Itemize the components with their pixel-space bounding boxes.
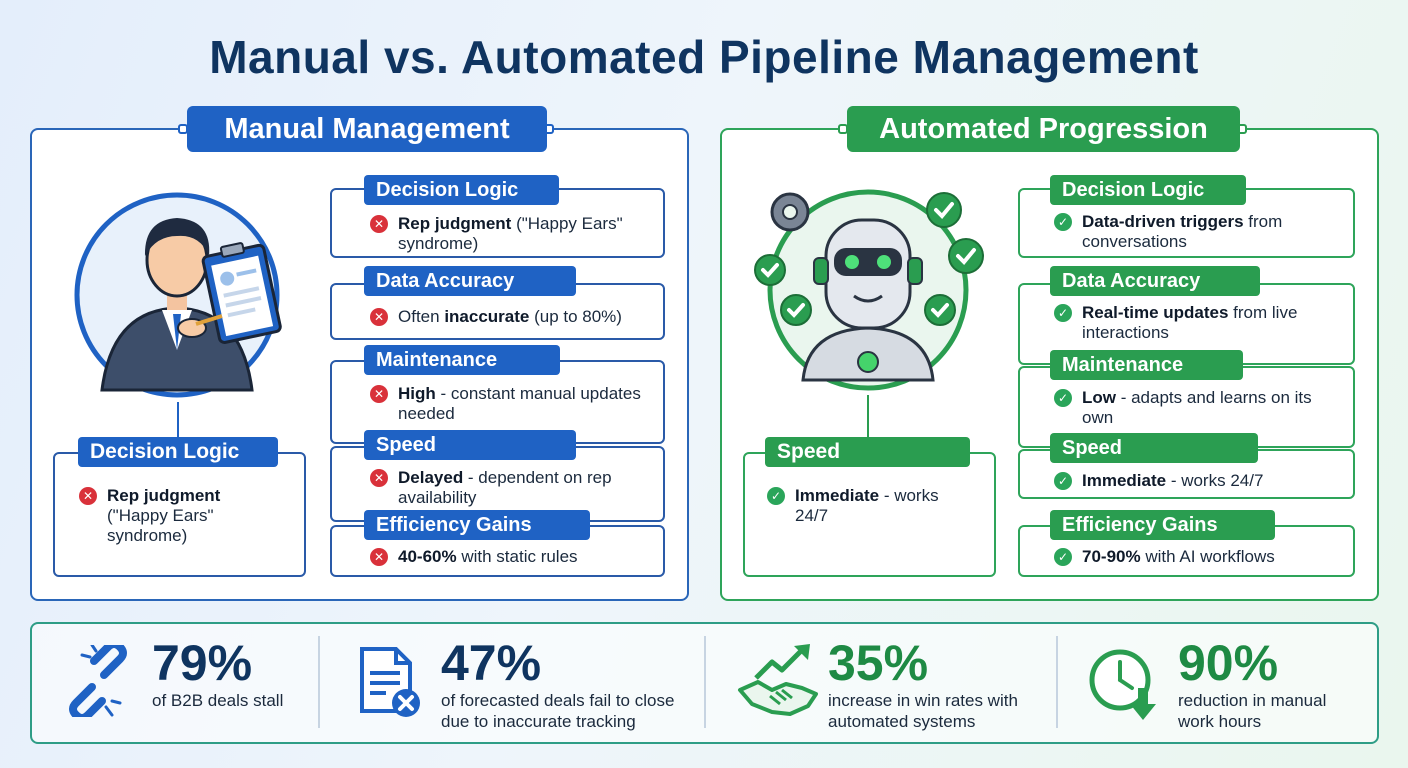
criteria-card: ✕ Often inaccurate (up to 80%) (330, 283, 665, 340)
criteria-bold: 70-90% (1082, 547, 1141, 566)
criteria-label: Data Accuracy (364, 266, 576, 296)
criteria-detail: (up to 80%) (529, 307, 622, 326)
connector-line (867, 395, 869, 437)
connector-line (177, 402, 179, 438)
criteria-text: Data-driven triggers from conversations (1082, 212, 1343, 252)
criteria-text: Often inaccurate (up to 80%) (398, 307, 622, 327)
criteria-detail: with static rules (456, 547, 578, 566)
criteria-label: Speed (364, 430, 576, 460)
page-title: Manual vs. Automated Pipeline Management (209, 31, 1199, 83)
criteria-label: Efficiency Gains (1050, 510, 1275, 540)
criteria-label: Speed (1050, 433, 1258, 463)
x-icon: ✕ (370, 385, 388, 403)
stat-value: 47% (441, 635, 542, 691)
stat-value: 90% (1178, 635, 1279, 691)
callout-bold: Immediate (795, 486, 880, 505)
stat-text: of forecasted deals fail to close (441, 691, 675, 710)
criteria-text: Immediate - works 24/7 (1082, 471, 1263, 491)
criteria-bold: 40-60% (398, 547, 457, 566)
automated-header: Automated Progression (847, 106, 1240, 152)
clock-down-icon (1086, 644, 1164, 727)
x-icon: ✕ (370, 548, 388, 566)
criteria-bold: Low (1082, 388, 1116, 407)
criteria-bold: Real-time updates (1082, 303, 1229, 322)
automated-callout-card: ✓ Immediate - works 24/7 (743, 452, 996, 577)
criteria-detail: - constant manual updates needed (398, 384, 641, 423)
criteria-detail: from conversations (1082, 212, 1283, 251)
criteria-bold: Delayed (398, 468, 464, 487)
criteria-text: 40-60% with static rules (398, 547, 578, 567)
criteria-text: Rep judgment ("Happy Ears" syndrome) (398, 214, 653, 254)
criteria-label: Decision Logic (1050, 175, 1246, 205)
manual-header: Manual Management (187, 106, 547, 152)
criteria-detail: from live interactions (1082, 303, 1298, 342)
manual-callout-label: Decision Logic (78, 437, 278, 467)
callout-text: - works 24/7 (795, 486, 939, 525)
criteria-card: ✓ Data-driven triggers from conversations (1018, 188, 1355, 258)
criteria-bold: Data-driven triggers (1082, 212, 1244, 231)
check-icon: ✓ (1054, 304, 1072, 322)
criteria-text: 70-90% with AI workflows (1082, 547, 1275, 567)
divider (1056, 636, 1058, 728)
stat-text: increase in win rates with (828, 691, 1018, 710)
divider (318, 636, 320, 728)
criteria-bold: inaccurate (444, 307, 530, 326)
callout-bold: Rep judgment (107, 486, 221, 505)
x-icon: ✕ (370, 469, 388, 487)
criteria-text: Real-time updates from live interactions (1082, 303, 1343, 343)
manual-callout-card: ✕ Rep judgment ("Happy Ears" syndrome) (53, 452, 306, 577)
check-icon: ✓ (1054, 548, 1072, 566)
criteria-text: High - constant manual updates needed (398, 384, 653, 424)
criteria-bold: High (398, 384, 436, 403)
criteria-text: Delayed - dependent on rep availability (398, 468, 653, 508)
criteria-text: Low - adapts and learns on its own (1082, 388, 1343, 428)
robot-illustration (748, 180, 988, 395)
stat-text: reduction in manual (1178, 691, 1327, 710)
handshake-growth-icon (736, 640, 820, 729)
automated-callout-label: Speed (765, 437, 970, 467)
criteria-bold: Immediate (1082, 471, 1167, 490)
x-icon: ✕ (370, 215, 388, 233)
stat-value: 35% (828, 635, 929, 691)
criteria-detail: ("Happy Ears" syndrome) (398, 214, 623, 253)
criteria-label: Maintenance (1050, 350, 1243, 380)
check-icon: ✓ (1054, 213, 1072, 231)
stat-text: of B2B deals stall (152, 691, 284, 710)
criteria-prefix: Often (398, 307, 445, 326)
divider (704, 636, 706, 728)
criteria-label: Maintenance (364, 345, 560, 375)
stat-text: automated systems (828, 712, 976, 731)
criteria-detail: with AI workflows (1140, 547, 1275, 566)
check-icon: ✓ (1054, 472, 1072, 490)
stat-text: due to inaccurate tracking (441, 712, 636, 731)
stat-text: work hours (1178, 712, 1262, 731)
broken-chain-icon (62, 640, 134, 722)
criteria-label: Data Accuracy (1050, 266, 1260, 296)
check-icon: ✓ (1054, 389, 1072, 407)
check-icon: ✓ (767, 487, 785, 505)
businessman-illustration (72, 190, 282, 400)
callout-text: ("Happy Ears" syndrome) (107, 506, 214, 545)
criteria-detail: - works 24/7 (1166, 471, 1264, 490)
criteria-detail: - adapts and learns on its own (1082, 388, 1312, 427)
x-icon: ✕ (79, 487, 97, 505)
criteria-label: Efficiency Gains (364, 510, 590, 540)
criteria-bold: Rep judgment (398, 214, 512, 233)
stat-value: 79% (152, 635, 253, 691)
criteria-label: Decision Logic (364, 175, 559, 205)
criteria-detail: - dependent on rep availability (398, 468, 612, 507)
document-x-icon (356, 645, 426, 726)
x-icon: ✕ (370, 308, 388, 326)
